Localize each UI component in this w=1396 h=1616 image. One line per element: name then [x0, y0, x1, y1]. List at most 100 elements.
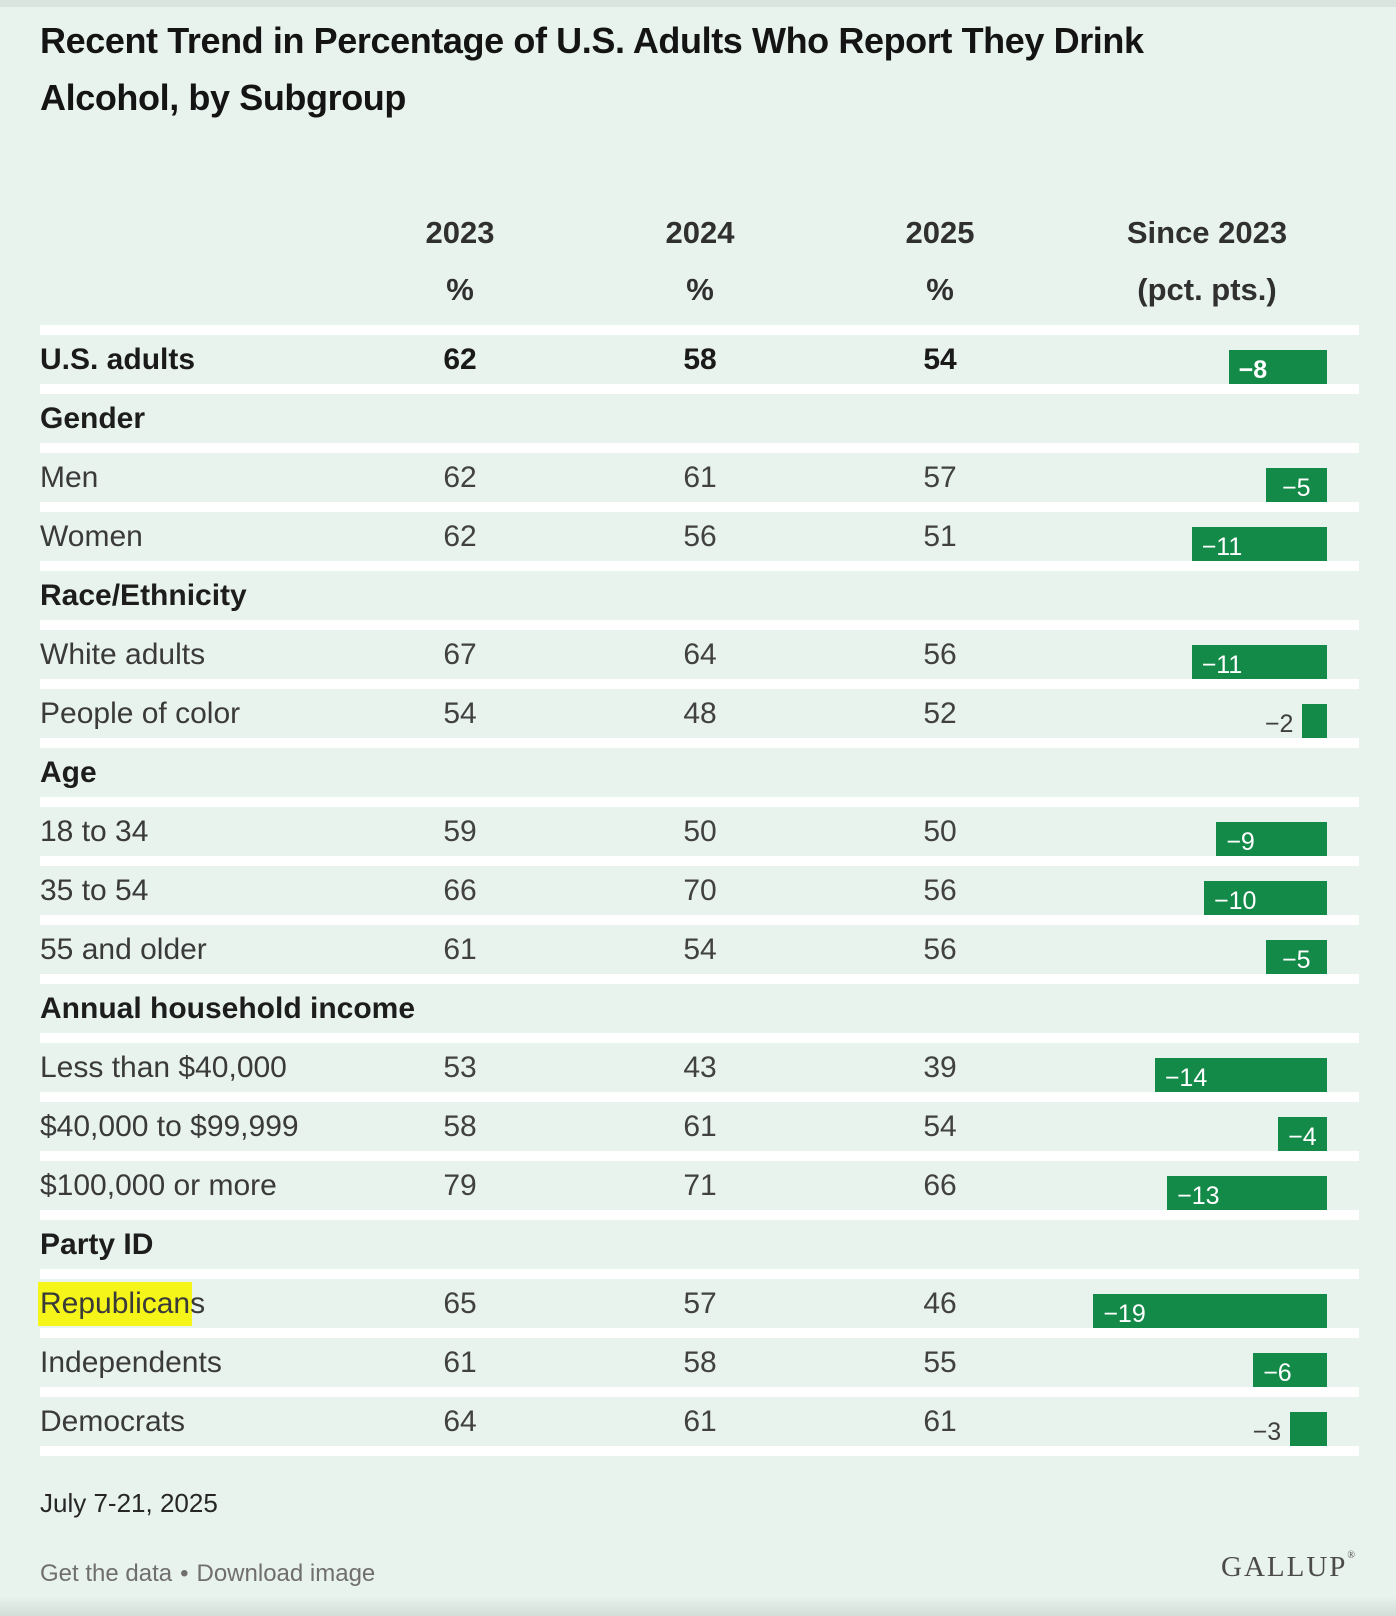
change-bar: −11 [1191, 527, 1327, 567]
value-2025: 54 [923, 1110, 957, 1143]
footer-links: Get the data • Download image [40, 1560, 375, 1588]
section-label: Age [40, 756, 97, 789]
section-label: Race/Ethnicity [40, 579, 247, 612]
row-label: $40,000 to $99,999 [40, 1110, 299, 1143]
row-label: Less than $40,000 [40, 1051, 287, 1084]
change-bar: −19 [1093, 1294, 1327, 1334]
value-2023: 59 [443, 815, 477, 848]
table-row-55-and-older: 55 and older 61 54 56 −5 [40, 915, 1359, 980]
change-value: −8 [1238, 356, 1268, 384]
change-bar: −13 [1167, 1176, 1327, 1216]
change-bar: −2 [1265, 704, 1327, 744]
table-row-independents: Independents 61 58 55 −6 [40, 1328, 1359, 1393]
table-row-less-than-40000: Less than $40,000 53 43 39 −14 [40, 1033, 1359, 1098]
value-2025: 66 [923, 1169, 957, 1202]
section-row-party-id: Party ID [40, 1210, 1359, 1270]
column-unit-2025: % [926, 272, 954, 307]
table-row-white-adults: White adults 67 64 56 −11 [40, 620, 1359, 685]
value-2023: 53 [443, 1051, 477, 1084]
row-label: 18 to 34 [40, 815, 149, 848]
table-row-100000-or-more: $100,000 or more 79 71 66 −13 [40, 1151, 1359, 1216]
value-2024: 48 [683, 697, 717, 730]
column-unit-2024: % [686, 272, 714, 307]
value-2023: 66 [443, 874, 477, 907]
row-label: 35 to 54 [40, 874, 149, 907]
registered-trademark-icon: ® [1347, 1550, 1355, 1561]
change-value: −11 [1201, 533, 1243, 561]
gallup-wordmark: GALLUP [1221, 1551, 1348, 1583]
value-2024: 56 [683, 520, 717, 553]
change-bar: −5 [1265, 940, 1327, 980]
value-2025: 56 [923, 638, 957, 671]
column-header-since-2023: Since 2023 [1126, 215, 1288, 250]
gallup-logo: GALLUP® [1221, 1550, 1355, 1584]
value-2024: 58 [683, 343, 717, 376]
section-row-gender: Gender [40, 384, 1359, 444]
row-label-rest: s [190, 1287, 206, 1320]
change-value: −6 [1263, 1359, 1292, 1387]
table-row-18-to-34: 18 to 34 59 50 50 −9 [40, 797, 1359, 862]
value-2023: 64 [443, 1405, 477, 1438]
table-row-republicans: Republicans 65 57 46 −19 [38, 1269, 1359, 1334]
column-header-2024: 2024 [665, 215, 735, 250]
bullet-separator: • [180, 1560, 189, 1587]
chart-title-line1: Recent Trend in Percentage of U.S. Adult… [40, 20, 1144, 61]
value-2023: 61 [443, 1346, 477, 1379]
value-2023: 61 [443, 933, 477, 966]
value-2025: 57 [923, 461, 957, 494]
download-image-link[interactable]: Download image [196, 1560, 376, 1587]
section-label: Annual household income [40, 992, 416, 1025]
table-row-40000-to-99999: $40,000 to $99,999 58 61 54 −4 [40, 1092, 1359, 1157]
value-2025: 52 [923, 697, 957, 730]
value-2023: 67 [443, 638, 477, 671]
value-2023: 62 [443, 461, 477, 494]
value-2025: 51 [923, 520, 957, 553]
column-header-2023: 2023 [425, 215, 495, 250]
value-2025: 54 [923, 343, 957, 376]
chart-title-line2: Alcohol, by Subgroup [40, 77, 406, 118]
change-bar: −5 [1265, 468, 1327, 508]
row-label: $100,000 or more [40, 1169, 277, 1202]
value-2024: 64 [683, 638, 717, 671]
value-2023: 54 [443, 697, 477, 730]
table-row-men: Men 62 61 57 −5 [40, 443, 1359, 508]
value-2025: 56 [923, 874, 957, 907]
row-label: Republicans [38, 1279, 206, 1329]
change-value: −13 [1177, 1182, 1220, 1210]
change-bar: −4 [1277, 1117, 1327, 1157]
value-2023: 62 [443, 520, 477, 553]
change-bar: −11 [1191, 645, 1327, 685]
change-value: −14 [1164, 1064, 1208, 1092]
value-2024: 61 [683, 1110, 717, 1143]
value-2025: 39 [923, 1051, 957, 1084]
value-2024: 61 [683, 461, 717, 494]
change-value: −2 [1264, 710, 1294, 738]
value-2025: 46 [923, 1287, 957, 1320]
value-2023: 58 [443, 1110, 477, 1143]
column-unit-pct-pts: (pct. pts.) [1137, 272, 1277, 307]
change-value: −5 [1281, 474, 1311, 502]
row-label: People of color [40, 697, 241, 730]
row-label: Women [40, 520, 143, 553]
value-2025: 50 [923, 815, 957, 848]
top-edge-shade [0, 0, 1396, 7]
section-row-age: Age [40, 738, 1359, 798]
change-value: −4 [1288, 1123, 1317, 1151]
column-header-2025: 2025 [905, 215, 975, 250]
value-2024: 71 [683, 1169, 717, 1202]
change-value: −11 [1201, 651, 1243, 679]
row-label: White adults [40, 638, 206, 671]
change-bar: −9 [1216, 822, 1327, 862]
value-2024: 50 [683, 815, 717, 848]
table-row-democrats: Democrats 64 61 61 −3 [40, 1387, 1359, 1452]
value-2025: 55 [923, 1346, 957, 1379]
row-label: Men [40, 461, 99, 494]
section-row-income: Annual household income [40, 974, 1359, 1034]
value-2023: 62 [443, 343, 477, 376]
get-the-data-link[interactable]: Get the data [40, 1560, 173, 1587]
change-value: −3 [1252, 1418, 1282, 1446]
row-label: U.S. adults [40, 343, 196, 376]
change-value: −9 [1226, 828, 1255, 856]
value-2024: 43 [683, 1051, 717, 1084]
